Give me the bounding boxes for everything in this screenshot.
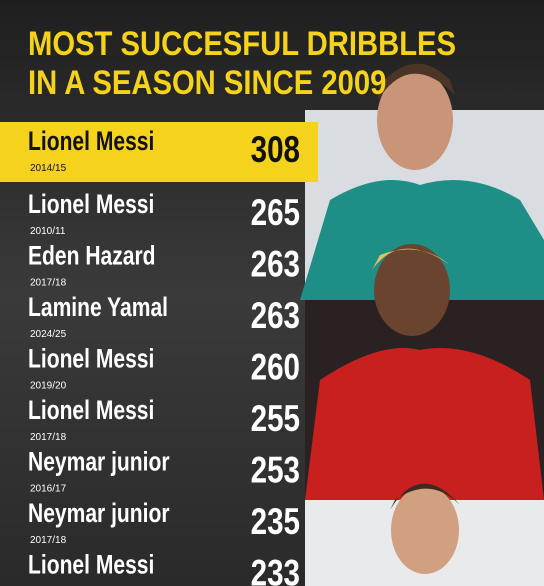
season: 2017/18 [30,432,67,443]
title-line: MOST SUCCESFUL DRIBBLES [28,24,456,63]
dribble-count: 260 [251,347,300,388]
row: Lionel Messi 2019/20 260 [28,344,300,391]
row: Lionel Messi 233 [28,550,300,586]
player-name: Lionel Messi [28,396,154,426]
season: 2010/11 [30,226,66,237]
dribble-count: 263 [251,244,300,285]
season: 2017/18 [30,535,67,546]
player-name: Eden Hazard [28,241,156,271]
title-line: IN A SEASON SINCE 2009 [28,63,386,102]
highlight-band [0,122,318,182]
player-photos [300,63,544,586]
dribble-count: 235 [251,502,300,543]
player-name: Lionel Messi [28,344,154,374]
row: Lionel Messi 2014/15 308 [0,122,318,182]
player-name: Lionel Messi [28,550,154,580]
dribble-count: 233 [251,553,300,586]
ranking-list: Lionel Messi 2014/15 308 Lionel Messi 2010/1… [0,122,318,586]
row: Eden Hazard 2017/18 263 [28,241,300,288]
row: Neymar junior 2016/17 253 [28,447,300,494]
season: 2017/18 [30,278,67,289]
season: 2024/25 [30,329,67,340]
row: Lamine Yamal 2024/25 263 [28,293,300,340]
dribble-count: 263 [251,296,300,337]
dribble-count: 255 [251,399,300,440]
player-name: Lionel Messi [28,190,154,220]
player-name: Neymar junior [28,447,170,477]
player-name: Lamine Yamal [28,293,168,323]
row: Neymar junior 2017/18 235 [28,499,300,546]
season: 2019/20 [30,381,67,392]
player-name: Lionel Messi [28,127,154,157]
season: 2016/17 [30,484,67,495]
season: 2014/15 [30,163,67,174]
row: Lionel Messi 2010/11 265 [28,190,300,237]
player-name: Neymar junior [28,499,170,529]
dribble-count: 265 [251,193,300,234]
dribble-count: 308 [251,130,300,171]
row: Lionel Messi 2017/18 255 [28,396,300,443]
dribble-count: 253 [251,450,300,491]
